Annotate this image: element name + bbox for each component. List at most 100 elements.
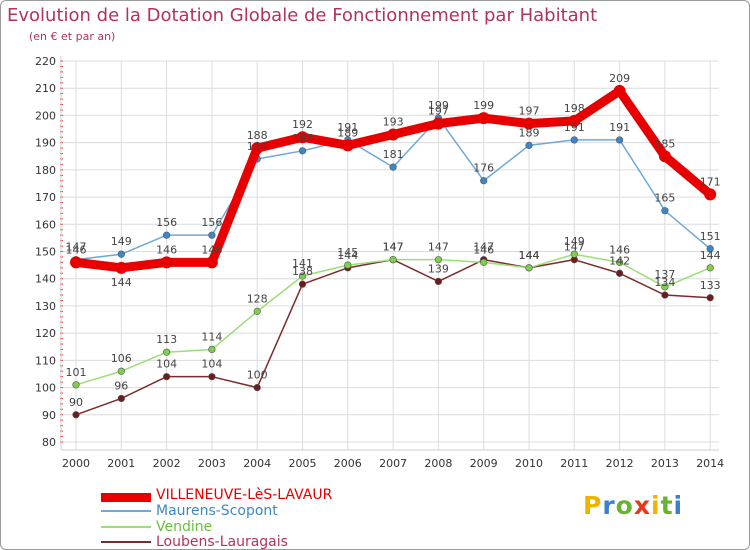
series-point-3 [298, 280, 307, 288]
series-point-1 [525, 141, 533, 149]
y-tick-label: 80 [42, 436, 56, 449]
data-label-3: 147 [383, 241, 404, 254]
series-point-3 [661, 291, 669, 299]
data-label-1: 199 [428, 99, 449, 112]
data-label-2: 114 [201, 330, 222, 343]
series-point-0 [70, 256, 82, 269]
series-point-2 [525, 264, 533, 272]
x-tick-label: 2001 [107, 457, 135, 470]
data-label-1: 147 [66, 241, 87, 254]
data-label-0: 146 [66, 243, 87, 256]
series-point-1 [570, 136, 578, 144]
series-point-2 [615, 258, 624, 266]
x-tick-label: 2002 [153, 457, 181, 470]
y-tick-label: 170 [35, 191, 56, 204]
series-point-3 [163, 373, 171, 381]
series-point-3 [706, 294, 714, 302]
data-label-0: 197 [428, 105, 449, 118]
legend-swatch-maurens [101, 510, 151, 512]
x-tick-label: 2013 [651, 457, 679, 470]
data-label-2: 144 [519, 249, 540, 262]
data-label-2: 144 [700, 249, 721, 262]
series-point-2 [208, 345, 216, 354]
series-point-1 [298, 147, 307, 155]
series-point-3 [117, 394, 125, 403]
data-label-2: 101 [66, 366, 87, 379]
series-point-2 [163, 348, 171, 356]
y-tick-label: 140 [35, 273, 56, 286]
data-label-0: 199 [473, 99, 494, 112]
x-tick-label: 2006 [334, 457, 362, 470]
data-label-0: 192 [292, 118, 313, 131]
data-label-3: 144 [337, 249, 358, 262]
series-point-2 [253, 307, 261, 315]
series-point-1 [615, 136, 624, 144]
x-tick-label: 2009 [470, 457, 498, 470]
data-label-3: 144 [519, 249, 540, 262]
series-point-0 [432, 117, 445, 130]
x-tick-label: 2005 [289, 457, 317, 470]
data-label-0: 144 [111, 276, 132, 289]
x-tick-label: 2003 [198, 457, 226, 470]
logo-letter: i [673, 491, 684, 520]
series-point-0 [160, 256, 173, 269]
series-point-3 [615, 269, 624, 277]
logo-letter: P [583, 491, 603, 520]
y-tick-label: 190 [35, 137, 56, 150]
data-label-2: 128 [247, 292, 268, 305]
data-label-2: 106 [111, 352, 132, 365]
data-label-3: 90 [69, 396, 83, 409]
data-label-3: 133 [700, 279, 721, 292]
data-label-1: 191 [564, 121, 585, 134]
series-point-2 [389, 256, 397, 264]
series-point-0 [568, 114, 581, 127]
data-label-1: 156 [201, 216, 222, 229]
y-tick-label: 120 [35, 327, 56, 340]
series-point-0 [387, 128, 400, 141]
series-point-2 [298, 272, 307, 280]
series-point-1 [389, 163, 397, 171]
data-label-3: 142 [609, 254, 630, 267]
x-tick-label: 2004 [243, 457, 271, 470]
legend-swatch-vendine [101, 526, 151, 528]
proxiti-logo: Proxiti [583, 491, 683, 520]
series-point-0 [477, 112, 490, 125]
series-point-0 [704, 188, 717, 201]
series-point-3 [434, 277, 443, 286]
series-point-1 [163, 231, 171, 239]
series-point-0 [115, 261, 128, 274]
data-label-3: 139 [428, 262, 449, 275]
logo-letter: o [615, 491, 634, 520]
data-label-2: 146 [473, 243, 494, 256]
series-point-2 [434, 256, 443, 264]
data-label-1: 156 [156, 216, 177, 229]
y-tick-label: 210 [35, 82, 56, 95]
x-tick-label: 2012 [606, 457, 634, 470]
data-label-1: 181 [383, 148, 404, 161]
y-tick-label: 220 [35, 55, 56, 68]
series-point-0 [251, 142, 264, 155]
data-label-1: 191 [609, 121, 630, 134]
data-label-0: 146 [156, 243, 177, 256]
series-point-2 [344, 261, 352, 269]
series-point-2 [661, 283, 669, 291]
series-point-0 [341, 139, 354, 152]
data-label-0: 146 [201, 243, 222, 256]
data-label-3: 104 [156, 358, 177, 371]
series-point-2 [706, 264, 714, 272]
y-tick-label: 160 [35, 218, 56, 231]
x-tick-label: 2014 [696, 457, 724, 470]
data-label-2: 137 [654, 268, 675, 281]
y-tick-label: 130 [35, 300, 56, 313]
series-point-0 [658, 150, 671, 163]
series-point-1 [480, 177, 488, 185]
series-point-1 [208, 231, 216, 239]
grid-layer [61, 60, 719, 450]
axis-layer: 8090100110120130140150160170180190200210… [35, 55, 724, 470]
y-tick-label: 150 [35, 246, 56, 259]
legend-swatch-loubens [101, 541, 151, 543]
data-label-3: 147 [564, 241, 585, 254]
data-label-3: 134 [654, 276, 675, 289]
